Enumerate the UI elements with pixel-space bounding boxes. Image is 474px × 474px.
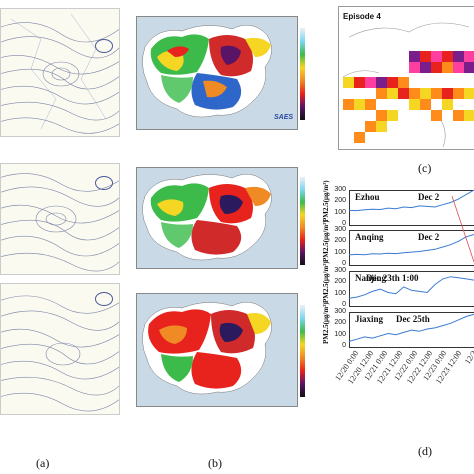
series-name-jiaxing: Jiaxing	[355, 314, 384, 324]
map-legend-badge-a1	[95, 39, 113, 53]
y-tick-label: 0	[342, 301, 346, 308]
series-annotation-jiaxing: Dec 25th	[396, 314, 430, 324]
series-annotation-ezhou: Dec 2	[418, 192, 440, 202]
episode-cells	[342, 22, 474, 148]
series-line-nanjing	[348, 276, 474, 299]
isobar-lines-a2	[1, 173, 119, 272]
series-line-jiaxing	[348, 313, 474, 342]
y-tick-label: 100	[334, 330, 346, 338]
weather-map-a1	[0, 8, 120, 137]
episode-grid-map	[338, 6, 474, 150]
isobar-lines-a3	[1, 295, 119, 412]
y-tick-label: 300	[334, 267, 346, 274]
caption-a: (a)	[36, 456, 50, 470]
event-marker-line	[451, 195, 474, 263]
series-annotation-anqing: Dec 2	[418, 232, 440, 242]
series-name-ezhou: Ezhou	[355, 192, 380, 202]
concentration-field-b2	[142, 173, 272, 261]
caption-b: (b)	[208, 456, 222, 470]
y-tick-label: 200	[334, 237, 346, 245]
caption-c: (c)	[418, 161, 432, 175]
series-box-anqing	[349, 230, 474, 266]
isobar-lines-a1	[1, 13, 119, 134]
y-tick-label: 300	[334, 226, 346, 233]
y-tick-label: 300	[334, 186, 346, 193]
colorbar-b2	[300, 177, 305, 265]
series-line-ezhou	[348, 189, 474, 212]
episode-label: Episode 4	[343, 12, 381, 21]
y-tick-label: 200	[334, 197, 346, 205]
concentration-field-b3	[142, 301, 272, 395]
map-frame-b2	[136, 167, 298, 269]
map-frame-b3	[136, 293, 298, 407]
concentration-field-b1	[142, 24, 272, 118]
y-tick-label: 0	[342, 260, 346, 267]
map-legend-badge-a3	[95, 292, 113, 306]
colorbar-b1	[300, 28, 305, 120]
y-tick-label: 0	[342, 342, 346, 349]
y-tick-label: 100	[334, 248, 346, 256]
y-tick-label: 200	[334, 319, 346, 327]
map-logo-b1: SAES	[274, 114, 294, 121]
pm25-map-b2	[128, 163, 318, 273]
series-name-anqing: Anqing	[355, 232, 384, 242]
weather-map-a2	[0, 163, 120, 275]
y-tick-label: 100	[334, 289, 346, 297]
series-line-anqing	[348, 234, 474, 256]
map-legend-badge-a2	[95, 176, 113, 190]
y-tick-label: 200	[334, 278, 346, 286]
weather-map-a3	[0, 283, 120, 415]
y-tick-label: 100	[334, 208, 346, 216]
map-frame-b1	[136, 16, 298, 130]
colorbar-b3	[300, 305, 305, 397]
y-tick-label: 300	[334, 308, 346, 315]
pm25-map-b3	[128, 283, 318, 413]
series-name-nanjing: Nanjing	[355, 273, 387, 283]
y-tick-label: 0	[342, 220, 346, 227]
series-annotation-nanjing: Dec 23th 1:00	[366, 273, 419, 283]
caption-d: (d)	[418, 444, 432, 458]
pm25-map-b1: SAES	[128, 8, 318, 136]
